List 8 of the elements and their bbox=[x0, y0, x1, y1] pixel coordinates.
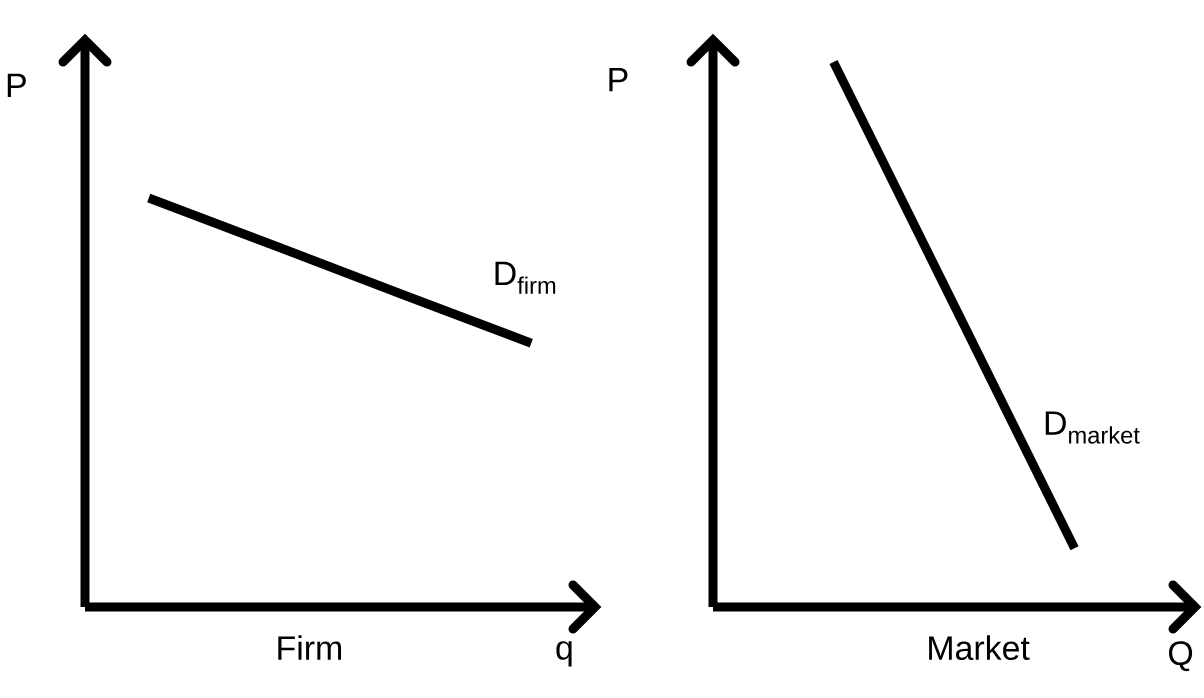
x-axis-title: q bbox=[556, 641, 572, 667]
y-axis-title: P bbox=[7, 73, 26, 98]
y-axis-title: P bbox=[609, 68, 628, 92]
series-label: D$_{firm}$ bbox=[495, 261, 556, 294]
text: Market bbox=[929, 635, 1030, 661]
x-axis-title: Q bbox=[1168, 641, 1193, 672]
text: Firm bbox=[278, 635, 342, 660]
series-label: D$_{market}$ bbox=[1045, 411, 1140, 444]
